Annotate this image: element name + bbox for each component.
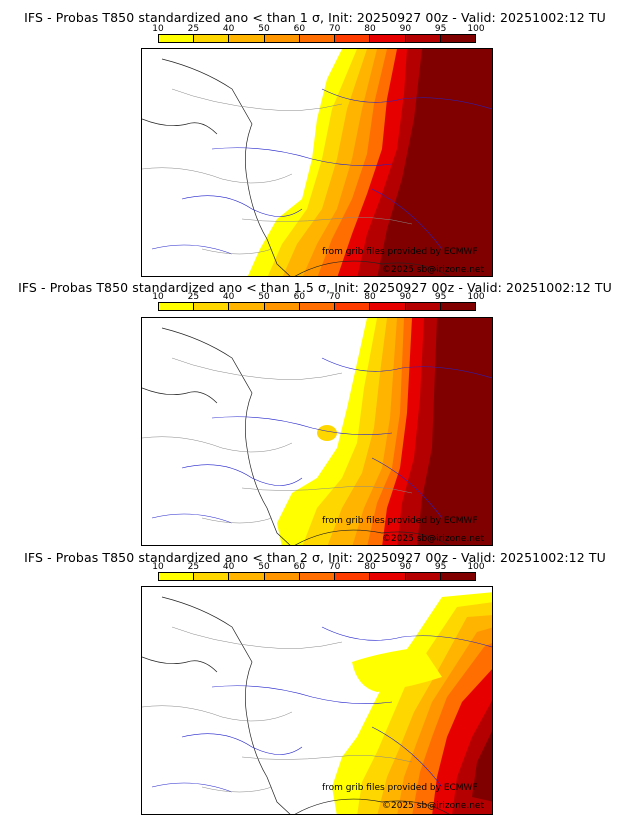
colorbar-tick-label: 50 bbox=[258, 562, 270, 572]
colorbar-swatch bbox=[335, 303, 371, 310]
colorbar-swatches bbox=[158, 34, 476, 43]
colorbar-swatch bbox=[159, 573, 195, 580]
credit-grib: from grib files provided by ECMWF bbox=[322, 516, 478, 526]
colorbar-ticks: 10 25 40 50 60 70 80 90 95 100 bbox=[152, 562, 484, 572]
colorbar-swatch bbox=[405, 303, 441, 310]
colorbar-swatch bbox=[194, 573, 230, 580]
colorbar-swatches bbox=[158, 302, 476, 311]
colorbar-swatch bbox=[194, 303, 230, 310]
colorbar-tick-label: 80 bbox=[364, 562, 376, 572]
colorbar-tick-label: 90 bbox=[399, 292, 412, 302]
colorbar-swatch bbox=[370, 35, 406, 42]
colorbar-swatch bbox=[405, 573, 441, 580]
map-svg bbox=[142, 49, 492, 276]
colorbar-tick-label: 100 bbox=[467, 562, 485, 572]
colorbar-swatch bbox=[264, 573, 300, 580]
colorbar-tick-label: 50 bbox=[258, 292, 270, 302]
colorbar-swatch bbox=[229, 573, 265, 580]
coastline bbox=[142, 596, 450, 814]
credit-copyright: ©2025 sb@irizone.net bbox=[382, 265, 484, 275]
rivers bbox=[151, 357, 492, 524]
probability-shading bbox=[247, 49, 492, 276]
colorbar-swatch bbox=[335, 573, 371, 580]
credit-copyright: ©2025 sb@irizone.net bbox=[382, 534, 484, 544]
colorbar-tick-label: 10 bbox=[152, 292, 164, 302]
coastline bbox=[142, 58, 450, 276]
colorbar-ticks: 10 25 40 50 60 70 80 90 95 100 bbox=[152, 24, 484, 34]
colorbar-tick-label: 60 bbox=[293, 24, 306, 34]
colorbar-tick-label: 90 bbox=[399, 562, 412, 572]
colorbar-swatch bbox=[264, 35, 300, 42]
rivers bbox=[151, 626, 492, 793]
colorbar-tick-label: 60 bbox=[293, 292, 306, 302]
colorbar-tick-label: 25 bbox=[187, 24, 200, 34]
colorbar-ticks: 10 25 40 50 60 70 80 90 95 100 bbox=[152, 292, 484, 302]
borders bbox=[142, 626, 413, 793]
colorbar-tick-label: 40 bbox=[222, 292, 235, 302]
colorbar-tick-label: 80 bbox=[364, 24, 376, 34]
colorbar-tick-label: 70 bbox=[328, 24, 341, 34]
colorbar-tick-label: 70 bbox=[328, 562, 341, 572]
colorbar-swatch bbox=[440, 573, 475, 580]
credit-copyright: ©2025 sb@irizone.net bbox=[382, 801, 484, 811]
colorbar-tick-label: 10 bbox=[152, 562, 164, 572]
colorbar-swatch bbox=[264, 303, 300, 310]
colorbar-tick-label: 95 bbox=[434, 24, 447, 34]
coastline bbox=[142, 327, 450, 545]
colorbar-swatch bbox=[370, 573, 406, 580]
probability-shading bbox=[277, 318, 492, 545]
colorbar-swatch bbox=[440, 303, 475, 310]
borders bbox=[142, 88, 413, 255]
colorbar-tick-label: 40 bbox=[222, 562, 235, 572]
colorbar-swatch bbox=[159, 35, 195, 42]
colorbar-swatches bbox=[158, 572, 476, 581]
colorbar-swatch bbox=[405, 35, 441, 42]
colorbar-swatch bbox=[159, 303, 195, 310]
colorbar-swatch bbox=[229, 35, 265, 42]
probability-map: from grib files provided by ECMWF ©2025 … bbox=[141, 48, 493, 277]
rivers bbox=[151, 88, 492, 255]
panel-title: IFS - Probas T850 standardized ano < tha… bbox=[18, 280, 612, 295]
panel-title: IFS - Probas T850 standardized ano < tha… bbox=[24, 10, 606, 25]
colorbar-tick-label: 100 bbox=[467, 292, 485, 302]
colorbar-tick-label: 40 bbox=[222, 24, 235, 34]
colorbar-tick-label: 95 bbox=[434, 292, 447, 302]
colorbar-swatch bbox=[299, 35, 336, 42]
map-svg bbox=[142, 318, 492, 545]
panel-title: IFS - Probas T850 standardized ano < tha… bbox=[24, 550, 606, 565]
colorbar-swatch bbox=[299, 303, 336, 310]
colorbar-tick-label: 90 bbox=[399, 24, 412, 34]
colorbar-swatch bbox=[299, 573, 336, 580]
credit-grib: from grib files provided by ECMWF bbox=[322, 247, 478, 257]
colorbar-tick-label: 95 bbox=[434, 562, 447, 572]
colorbar-tick-label: 25 bbox=[187, 562, 200, 572]
colorbar-tick-label: 80 bbox=[364, 292, 376, 302]
probability-map: from grib files provided by ECMWF ©2025 … bbox=[141, 317, 493, 546]
probability-map: from grib files provided by ECMWF ©2025 … bbox=[141, 586, 493, 815]
colorbar-swatch bbox=[370, 303, 406, 310]
colorbar-tick-label: 70 bbox=[328, 292, 341, 302]
colorbar-tick-label: 100 bbox=[467, 24, 485, 34]
colorbar-swatch bbox=[335, 35, 371, 42]
colorbar-tick-label: 10 bbox=[152, 24, 164, 34]
colorbar-swatch bbox=[194, 35, 230, 42]
borders bbox=[142, 357, 413, 524]
probability-shading bbox=[332, 592, 492, 814]
colorbar-tick-label: 50 bbox=[258, 24, 270, 34]
colorbar-tick-label: 25 bbox=[187, 292, 200, 302]
colorbar-swatch bbox=[440, 35, 475, 42]
colorbar-swatch bbox=[229, 303, 265, 310]
credit-grib: from grib files provided by ECMWF bbox=[322, 783, 478, 793]
colorbar-tick-label: 60 bbox=[293, 562, 306, 572]
map-svg bbox=[142, 592, 492, 814]
